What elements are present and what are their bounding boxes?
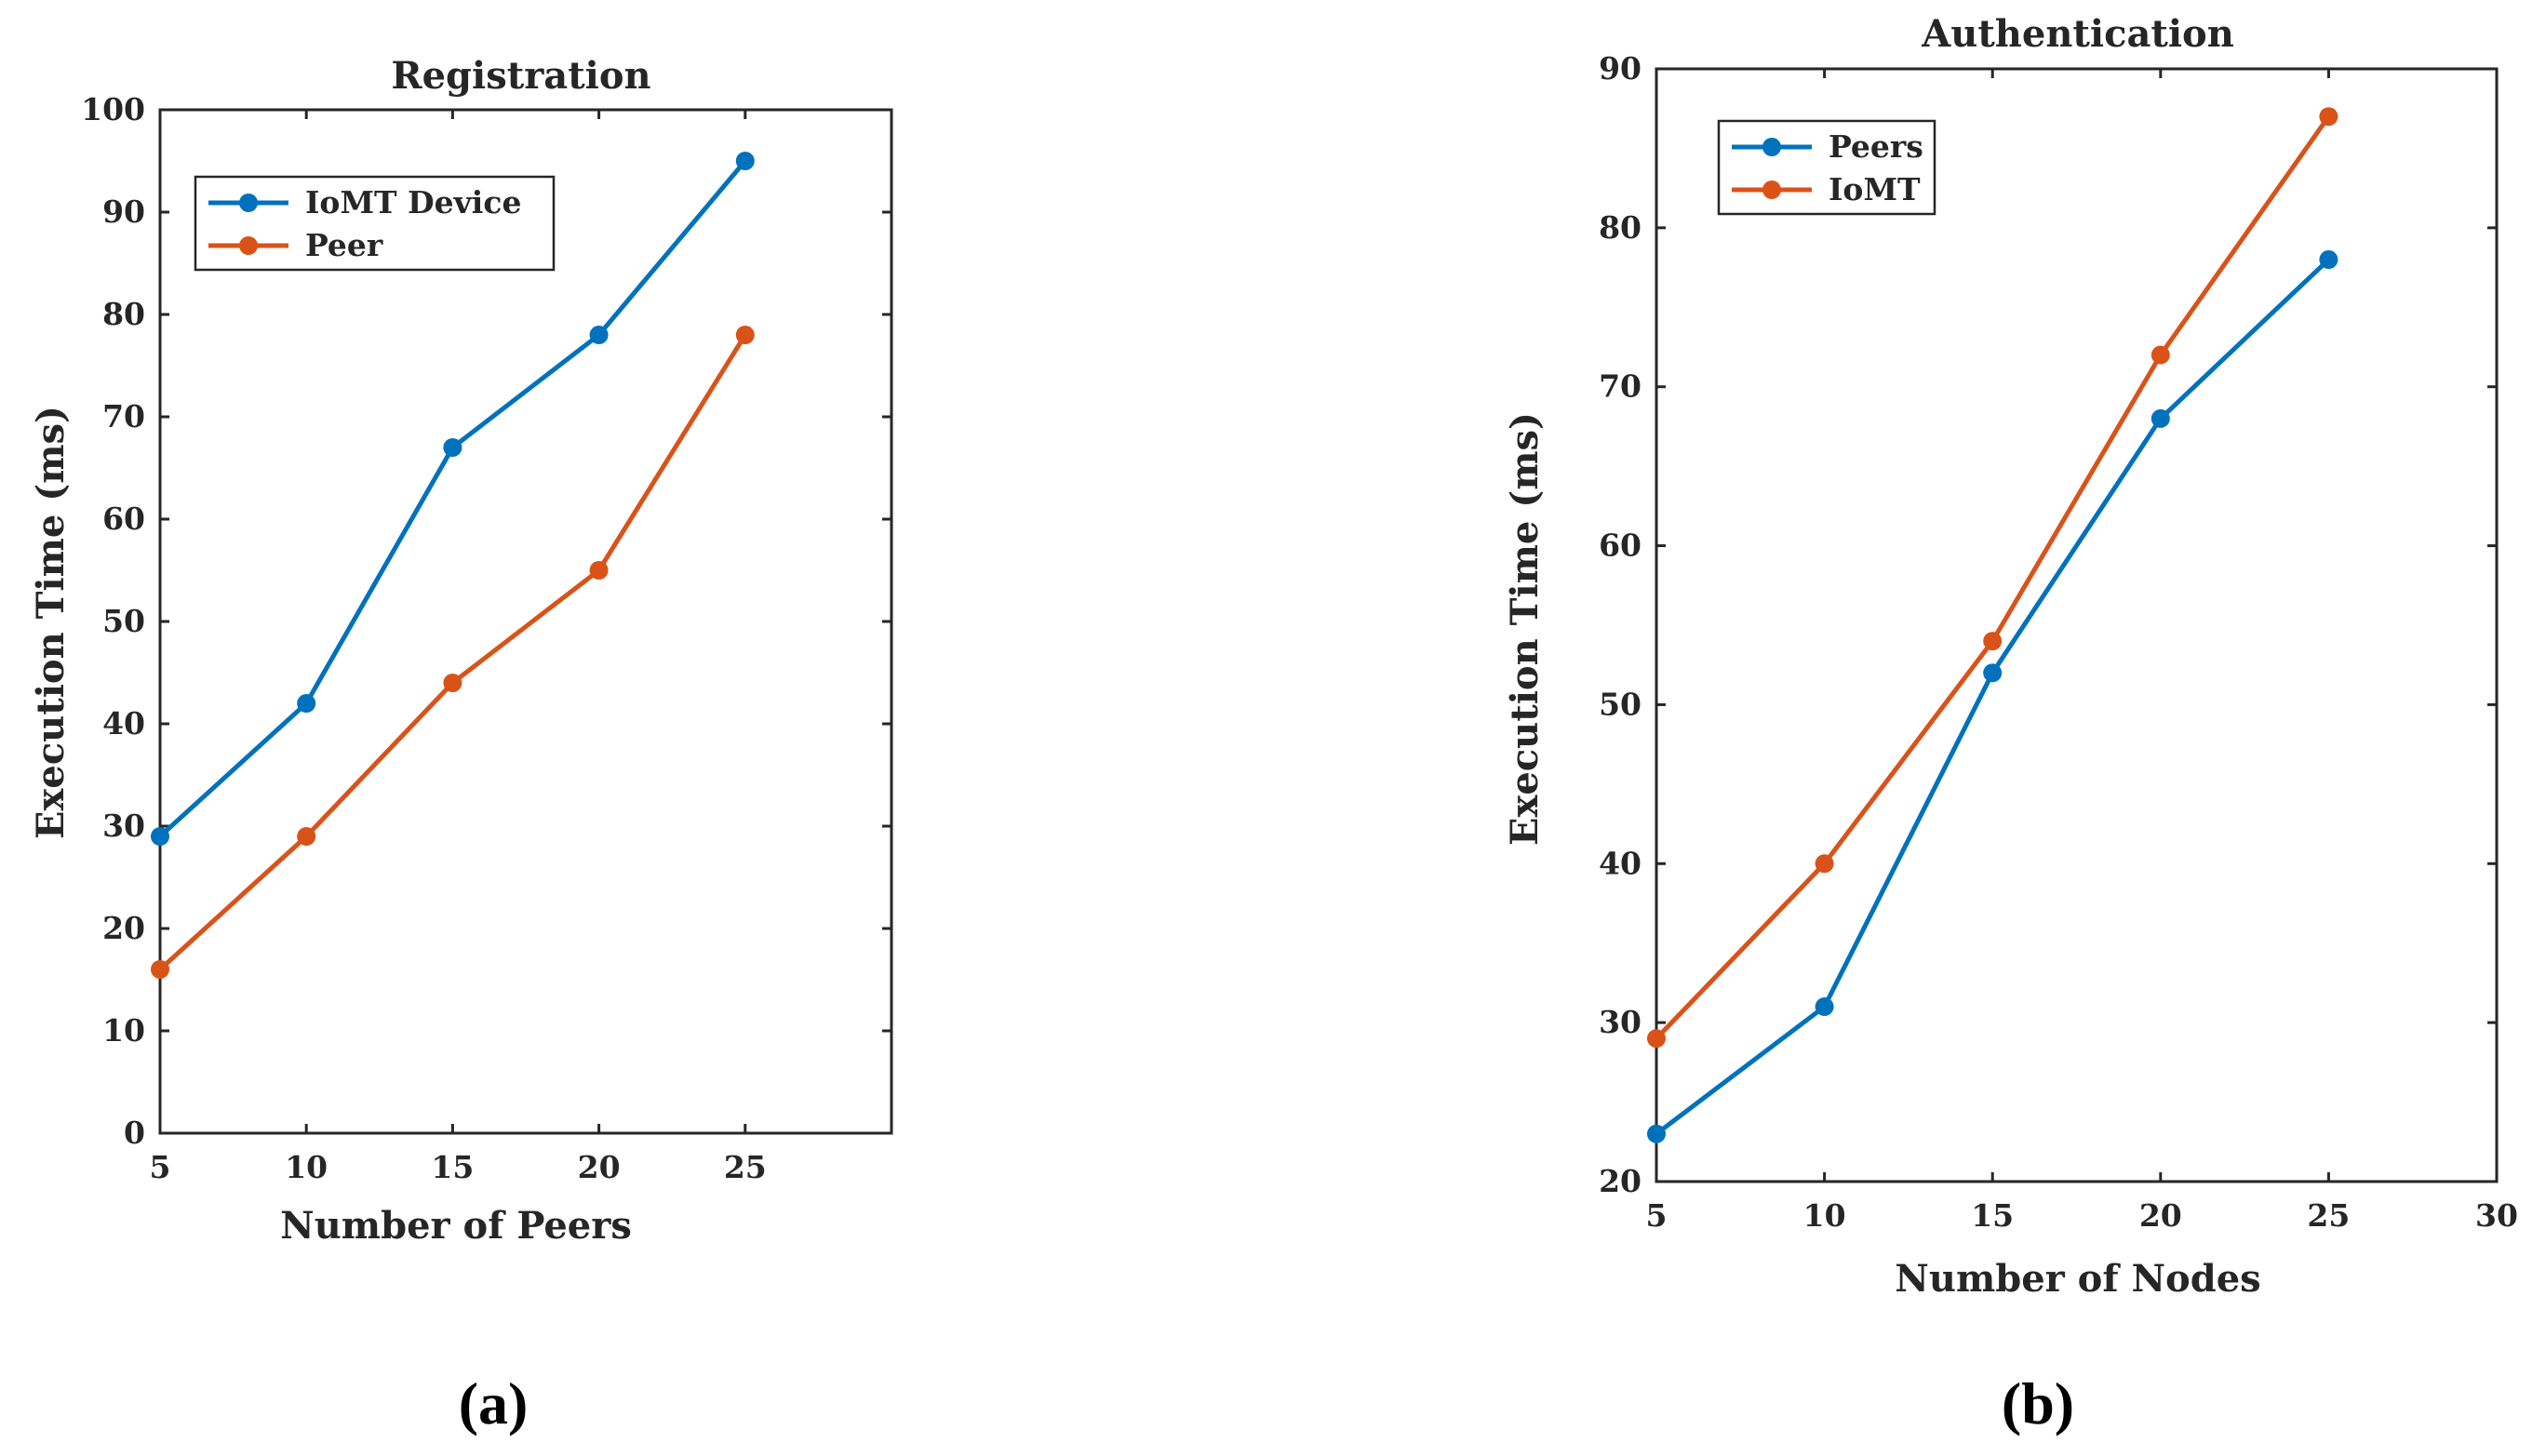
- data-point: [2151, 345, 2170, 365]
- y-tick-label: 70: [1599, 368, 1642, 405]
- legend-swatch-marker: [1762, 138, 1781, 156]
- y-tick-label: 30: [102, 808, 145, 844]
- data-point: [735, 152, 755, 170]
- x-tick-label: 20: [578, 1149, 621, 1185]
- legend-label: IoMT Device: [305, 184, 521, 220]
- data-point: [735, 326, 755, 344]
- legend-label: Peer: [305, 227, 383, 263]
- data-point: [151, 960, 169, 979]
- data-point: [2319, 250, 2338, 270]
- chart-authentication: Authentication Execution Time (ms) Numbe…: [1503, 12, 2518, 1436]
- legend-box: [194, 175, 556, 272]
- y-tick-label: 20: [102, 910, 145, 946]
- data-point: [589, 561, 609, 580]
- y-tick-label: 30: [1599, 1004, 1642, 1040]
- x-tick-label: 25: [724, 1149, 767, 1185]
- data-point: [2319, 107, 2338, 127]
- x-tick-label: 15: [431, 1149, 474, 1185]
- data-point: [151, 827, 169, 846]
- data-point: [1983, 663, 2003, 683]
- y-axis-title: Execution Time (ms): [1503, 412, 1547, 846]
- data-point: [1815, 854, 1834, 874]
- legend-swatch-marker: [239, 236, 258, 255]
- y-tick-label: 60: [102, 501, 145, 537]
- subfigure-caption: (a): [459, 1370, 529, 1436]
- data-point: [589, 326, 609, 344]
- x-tick-label: 30: [2475, 1197, 2518, 1234]
- y-tick-label: 0: [124, 1115, 145, 1151]
- y-tick-label: 20: [1599, 1163, 1642, 1199]
- y-tick-label: 50: [1599, 686, 1642, 722]
- series-line-iomt: [1655, 114, 2331, 1040]
- x-axis-title: Number of Peers: [280, 1204, 632, 1248]
- data-point: [1647, 1029, 1666, 1049]
- y-axis-title: Execution Time (ms): [29, 406, 73, 839]
- x-tick-label: 20: [2139, 1197, 2182, 1234]
- y-tick-label: 70: [102, 398, 145, 434]
- plot-area-frame: [1655, 67, 2499, 1183]
- y-tick-label: 60: [1599, 528, 1642, 564]
- x-tick-label: 10: [1803, 1197, 1846, 1234]
- chart-title: Authentication: [1921, 12, 2234, 56]
- x-tick-label: 10: [285, 1149, 328, 1185]
- data-point: [297, 694, 316, 713]
- y-tick-label: 90: [1599, 50, 1642, 87]
- series-line-peer: [158, 333, 747, 971]
- x-tick-label: 25: [2307, 1197, 2350, 1234]
- x-tick-label: 5: [1646, 1197, 1668, 1234]
- x-tick-label: 15: [1971, 1197, 2014, 1234]
- data-point: [2151, 408, 2170, 428]
- data-point: [1815, 997, 1834, 1017]
- data-point: [1983, 632, 2003, 651]
- y-tick-label: 40: [1599, 845, 1642, 881]
- x-axis-title: Number of Nodes: [1895, 1257, 2260, 1301]
- data-point: [443, 674, 462, 692]
- y-tick-label: 80: [102, 296, 145, 332]
- y-tick-label: 10: [102, 1012, 145, 1049]
- legend-label: IoMT: [1829, 171, 1921, 207]
- series-line-peers: [1655, 258, 2331, 1136]
- y-tick-label: 100: [81, 91, 145, 127]
- data-point: [1647, 1124, 1666, 1143]
- legend-box: [1717, 119, 1936, 216]
- y-tick-label: 90: [102, 194, 145, 230]
- chart-title: Registration: [391, 54, 650, 98]
- legend-swatch-marker: [1762, 180, 1781, 199]
- data-point: [297, 827, 316, 846]
- legend-swatch-marker: [239, 194, 258, 212]
- chart-registration: Registration Execution Time (ms) Number …: [29, 54, 893, 1436]
- x-tick-label: 5: [150, 1149, 171, 1185]
- legend-label: Peers: [1829, 128, 1923, 165]
- y-tick-label: 40: [102, 705, 145, 741]
- y-tick-label: 50: [102, 603, 145, 639]
- data-point: [443, 438, 462, 457]
- subfigure-caption: (b): [2002, 1370, 2074, 1436]
- y-tick-label: 80: [1599, 209, 1642, 246]
